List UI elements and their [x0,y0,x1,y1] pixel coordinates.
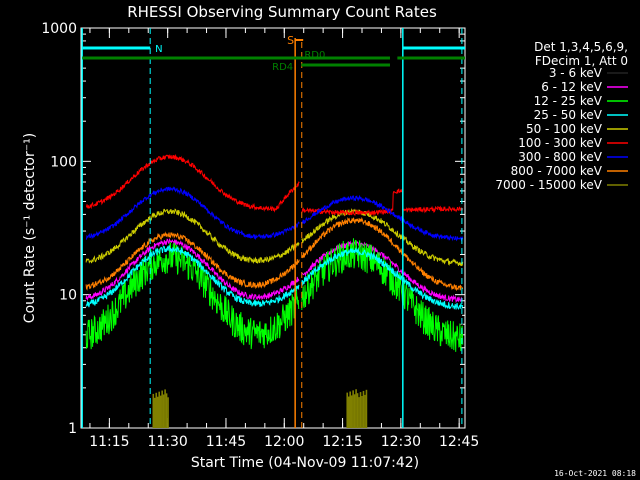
legend-entry-label: 50 - 100 keV [526,122,603,136]
y-tick-label: 10 [59,288,77,304]
legend-entry-label: 12 - 25 keV [534,94,603,108]
legend-entry-label: 6 - 12 keV [541,80,603,94]
series-line [85,153,300,213]
flag-label: N [155,44,162,55]
legend-entry-label: 800 - 7000 keV [511,164,603,178]
x-tick-label: 11:15 [89,434,129,450]
series-line [85,208,300,264]
legend-header: FDecim 1, Att 0 [535,54,628,68]
axes-frame [80,27,466,429]
series-line [85,244,300,308]
legend-entry-label: 300 - 800 keV [518,150,602,164]
series-line [85,186,300,240]
x-tick-label: 12:15 [322,434,362,450]
series-line [301,238,464,352]
x-tick-label: 11:30 [147,434,187,450]
plot-area: 1 10 100 1000 11:15 11:30 11:45 12:00 12:15 12:30… [41,21,479,450]
generation-timestamp: 16-Oct-2021 08:18 [554,469,636,478]
y-axis-label: Count Rate (s⁻¹ detector⁻¹) [22,133,38,323]
flag-label: RD4 [272,62,293,73]
y-tick-label: 1000 [41,21,77,37]
legend-entry-label: 25 - 50 keV [534,108,603,122]
x-tick-label: 12:30 [381,434,421,450]
series-line [85,237,300,302]
legend-header: Det 1,3,4,5,6,9, [534,40,628,54]
series-line [301,208,464,267]
series-line [85,231,300,291]
series-line [301,188,464,217]
x-tick-label: 12:45 [439,434,479,450]
legend-entry-label: 7000 - 15000 keV [495,178,602,192]
legend-entry-label: 100 - 300 keV [518,136,602,150]
y-tick-label: 100 [50,154,77,170]
x-axis-label: Start Time (04-Nov-09 11:07:42) [191,455,419,471]
legend: Det 1,3,4,5,6,9,FDecim 1, Att 03 - 6 keV… [495,40,628,192]
series-line [301,246,464,310]
legend-entry-label: 3 - 6 keV [549,66,603,80]
x-tick-label: 11:45 [206,434,246,450]
series-line [301,194,464,242]
chart-title: RHESSI Observing Summary Count Rates [127,3,437,21]
series-line [301,216,464,292]
y-tick-label: 1 [68,421,77,437]
flag-label: RD0 [304,50,325,61]
x-tick-label: 12:00 [264,434,304,450]
saa-label: S [287,34,294,47]
series-line [85,241,300,350]
